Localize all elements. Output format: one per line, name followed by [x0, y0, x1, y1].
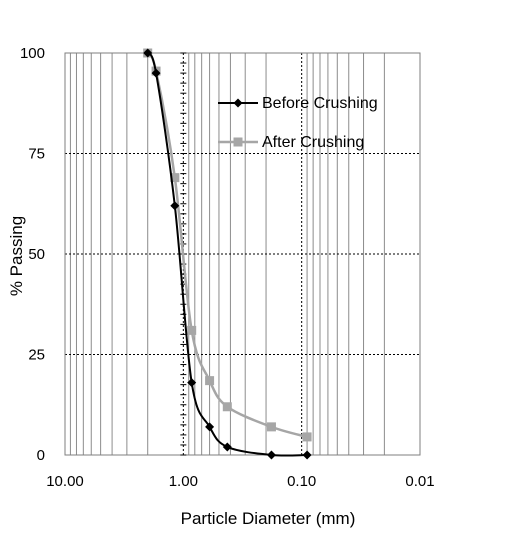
- y-axis-title: % Passing: [7, 216, 26, 296]
- x-tick-label: 10.00: [46, 473, 84, 490]
- data-point: [266, 422, 276, 432]
- grid: [65, 53, 421, 455]
- y-tick-label: 50: [28, 246, 45, 263]
- y-tick-label: 100: [20, 45, 45, 62]
- legend-swatch-marker: [233, 137, 243, 147]
- data-series: [143, 48, 312, 460]
- data-point: [302, 432, 312, 442]
- data-point: [151, 68, 161, 78]
- legend-item: After Crushing: [218, 134, 364, 151]
- plot-area: [64, 52, 421, 456]
- legend-label: Before Crushing: [262, 95, 378, 112]
- data-point: [143, 48, 153, 58]
- legend-item: Before Crushing: [218, 95, 378, 112]
- data-point: [170, 201, 180, 211]
- data-point: [170, 173, 180, 183]
- x-tick-label: 1.00: [169, 473, 198, 490]
- x-tick-label: 0.01: [405, 473, 434, 490]
- x-axis-tick-labels: 10.00 1.00 0.10 0.01: [46, 473, 434, 490]
- y-tick-label: 75: [28, 146, 45, 163]
- data-point: [302, 450, 312, 460]
- data-point: [205, 376, 215, 386]
- data-point: [187, 378, 197, 388]
- x-tick-label: 0.10: [287, 473, 316, 490]
- data-point: [266, 450, 276, 460]
- data-point: [222, 402, 232, 412]
- data-point: [222, 442, 232, 452]
- legend-label: After Crushing: [262, 134, 364, 151]
- series-line: [146, 52, 308, 457]
- series-before-crushing: [143, 48, 312, 460]
- y-tick-label: 25: [28, 347, 45, 364]
- legend: Before Crushing After Crushing: [218, 95, 378, 151]
- data-point: [205, 422, 215, 432]
- data-point: [187, 325, 197, 335]
- y-tick-label: 0: [37, 447, 45, 464]
- x-axis-title: Particle Diameter (mm): [181, 509, 356, 528]
- y-axis-tick-labels: 0 25 50 75 100: [20, 45, 45, 464]
- legend-swatch-marker: [233, 98, 243, 108]
